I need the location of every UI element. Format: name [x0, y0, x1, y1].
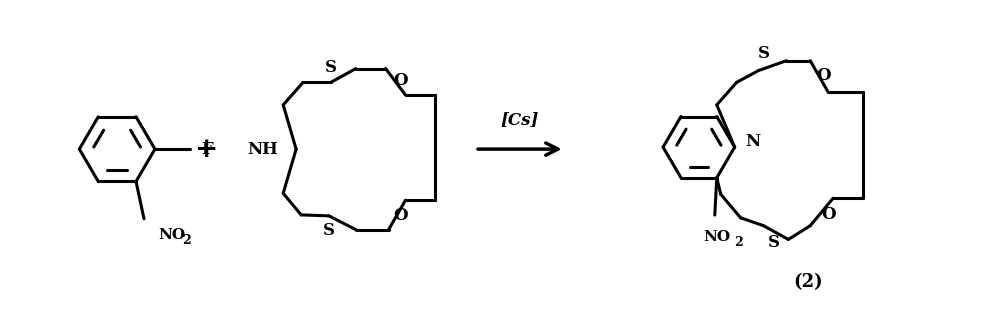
Text: [Cs]: [Cs] [500, 111, 539, 128]
Text: F: F [200, 141, 212, 158]
Text: NH: NH [247, 141, 278, 158]
Text: NO: NO [158, 228, 185, 243]
Text: +: + [195, 136, 218, 163]
Text: 2: 2 [181, 234, 190, 247]
Text: O: O [821, 206, 835, 223]
Text: S: S [758, 45, 770, 62]
Text: O: O [393, 207, 408, 224]
Text: NO: NO [703, 230, 731, 244]
Text: N: N [745, 133, 760, 150]
Text: O: O [393, 72, 408, 89]
Text: (2): (2) [794, 273, 824, 291]
Text: S: S [768, 234, 780, 251]
Text: O: O [816, 67, 831, 84]
Text: S: S [325, 59, 337, 76]
Text: 2: 2 [734, 236, 743, 249]
Text: S: S [323, 222, 335, 239]
